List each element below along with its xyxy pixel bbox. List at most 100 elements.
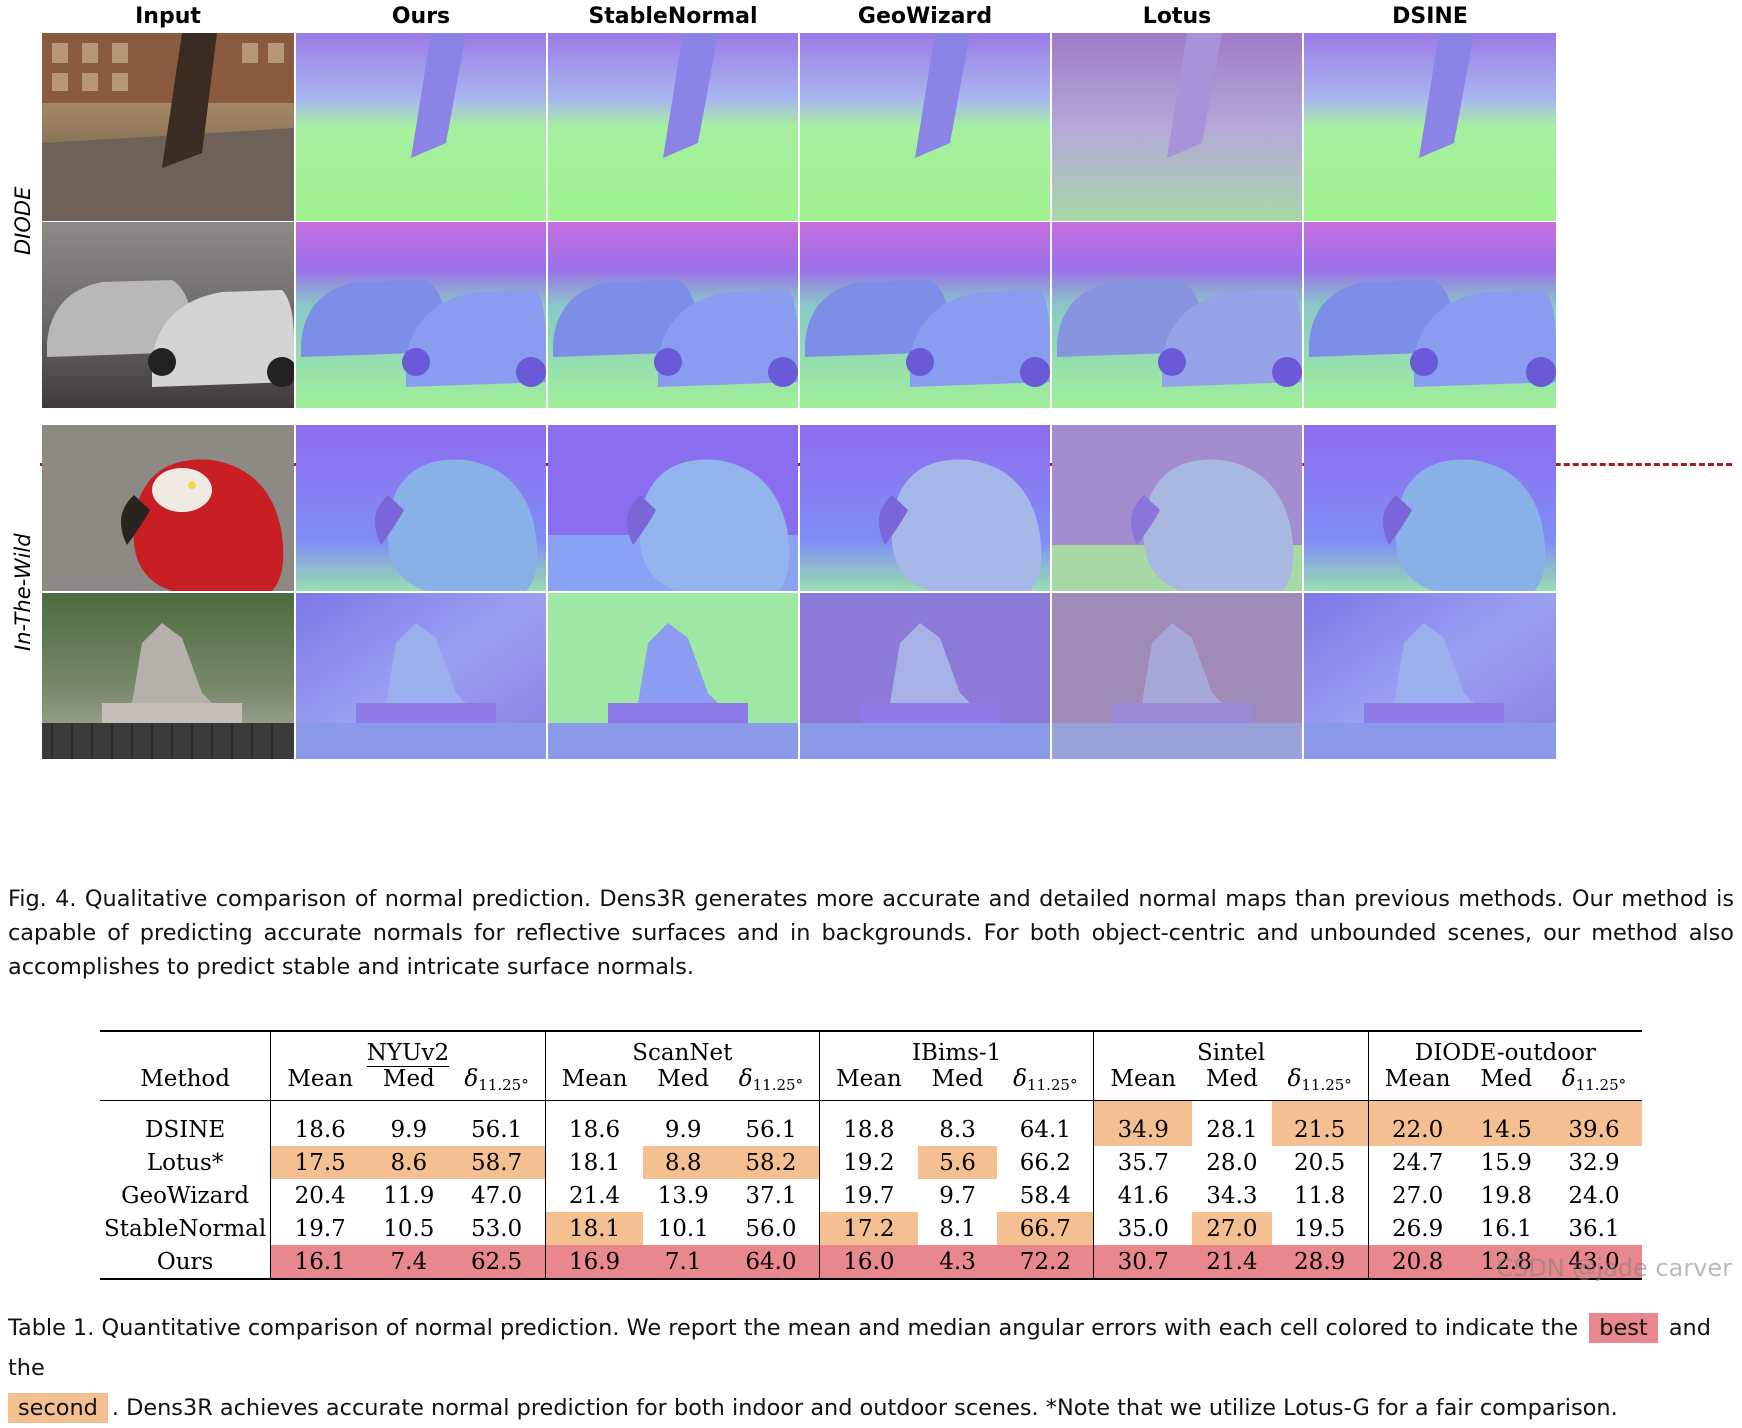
metric-med: Med — [643, 1066, 723, 1101]
tile-dsine-parrot — [1304, 425, 1556, 591]
metric-mean: Mean — [818, 1066, 918, 1101]
table-caption-text-3: . Dens3R achieves accurate normal predic… — [111, 1395, 1618, 1421]
value-cell: 16.1 — [1480, 1215, 1532, 1242]
group-header-sintel: Sintel — [1196, 1040, 1266, 1066]
metric-med: Med — [1466, 1066, 1546, 1101]
column-header-input: Input — [135, 4, 201, 29]
value-cell: 28.9 — [1271, 1245, 1369, 1280]
tile-geowizard-parking — [800, 222, 1050, 408]
value-cell: 30.7 — [1093, 1245, 1193, 1280]
metric-mean: Mean — [270, 1066, 370, 1101]
value-cell: 19.8 — [1480, 1182, 1532, 1209]
tile-stablenormal-statue — [548, 593, 798, 759]
metric-med: Med — [369, 1066, 449, 1101]
value-cell: 8.1 — [939, 1215, 976, 1242]
tile-geowizard-parrot — [800, 425, 1050, 591]
value-cell: 9.9 — [664, 1116, 702, 1143]
metric-mean: Mean — [1367, 1066, 1467, 1101]
value-cell: 17.2 — [818, 1212, 918, 1245]
value-cell: 4.3 — [917, 1245, 998, 1280]
figure-caption: Fig. 4. Qualitative comparison of normal… — [8, 886, 1734, 980]
value-cell: 21.4 — [1192, 1245, 1272, 1280]
tile-ours-campus — [296, 33, 546, 221]
group-header-scannet: ScanNet — [632, 1040, 733, 1066]
value-cell: 10.1 — [657, 1215, 709, 1242]
value-cell: 58.2 — [722, 1146, 820, 1179]
value-cell: 27.0 — [1192, 1212, 1272, 1245]
tile-lotus-statue — [1052, 593, 1302, 759]
value-cell: 66.7 — [997, 1212, 1094, 1245]
value-cell: 15.9 — [1480, 1149, 1532, 1176]
method-header: Method — [100, 1066, 271, 1101]
table-row: GeoWizard 20.4 11.9 47.0 21.4 13.9 37.1 19.7 9.7… — [100, 1179, 1642, 1212]
value-cell: 17.5 — [270, 1146, 370, 1179]
table-row: DSINE 18.6 9.9 56.1 18.6 9.9 56.1 18.8 8.3 64.1 34… — [100, 1100, 1642, 1146]
value-cell: 13.9 — [657, 1182, 709, 1209]
value-cell: 9.7 — [939, 1182, 976, 1209]
value-cell: 27.0 — [1367, 1179, 1467, 1212]
row-label-diode: DIODE — [11, 186, 35, 256]
value-cell: 72.2 — [997, 1245, 1094, 1280]
metric-mean: Mean — [1093, 1066, 1193, 1101]
value-cell: 43.0 — [1545, 1245, 1642, 1280]
tile-input-campus — [42, 33, 294, 221]
value-cell: 21.5 — [1271, 1100, 1369, 1146]
value-cell: 18.1 — [544, 1146, 644, 1179]
column-header-stablenormal: StableNormal — [588, 4, 758, 29]
value-cell: 18.6 — [270, 1100, 370, 1146]
value-cell: 16.0 — [818, 1245, 918, 1280]
value-cell: 21.4 — [544, 1179, 644, 1212]
tile-ours-parking — [296, 222, 546, 408]
tile-lotus-parrot — [1052, 425, 1302, 591]
value-cell: 34.9 — [1093, 1100, 1193, 1146]
results-table: NYUv2 ScanNet IBims-1 Sintel DIODE-outdo… — [100, 1030, 1642, 1280]
column-header-dsine: DSINE — [1392, 4, 1468, 29]
method-cell: Ours — [100, 1245, 271, 1280]
value-cell: 19.7 — [270, 1212, 370, 1245]
table-row: StableNormal 19.7 10.5 53.0 18.1 10.1 56.0 17.2… — [100, 1212, 1642, 1245]
group-header-diode-outdoor: DIODE-outdoor — [1414, 1040, 1596, 1066]
value-cell: 11.9 — [383, 1182, 435, 1209]
value-cell: 56.0 — [745, 1215, 797, 1242]
table-row: Lotus* 17.5 8.6 58.7 18.1 8.8 58.2 19.2 5.6 66.2 3… — [100, 1146, 1642, 1179]
tile-dsine-parking — [1304, 222, 1556, 408]
tile-dsine-statue — [1304, 593, 1556, 759]
value-cell: 16.9 — [544, 1245, 644, 1280]
value-cell: 47.0 — [470, 1182, 523, 1209]
value-cell: 7.4 — [369, 1245, 449, 1280]
value-cell: 19.7 — [818, 1179, 918, 1212]
tile-lotus-campus — [1052, 33, 1302, 221]
value-cell: 28.0 — [1206, 1149, 1258, 1176]
value-cell: 58.7 — [448, 1146, 546, 1179]
results-table-wrap: NYUv2 ScanNet IBims-1 Sintel DIODE-outdo… — [100, 1030, 1642, 1280]
tile-stablenormal-campus — [548, 33, 798, 221]
metric-delta: δ11.25° — [1545, 1066, 1642, 1101]
value-cell: 14.5 — [1466, 1100, 1546, 1146]
value-cell: 8.3 — [939, 1116, 976, 1143]
value-cell: 34.3 — [1206, 1182, 1258, 1209]
tile-dsine-campus — [1304, 33, 1556, 221]
metric-delta: δ11.25° — [722, 1066, 820, 1101]
tile-input-statue — [42, 593, 294, 759]
tile-stablenormal-parrot — [548, 425, 798, 591]
tile-lotus-parking — [1052, 222, 1302, 408]
column-header-lotus: Lotus — [1142, 4, 1212, 29]
value-cell: 36.1 — [1568, 1215, 1620, 1242]
value-cell: 19.2 — [818, 1146, 918, 1179]
value-cell: 20.4 — [270, 1179, 370, 1212]
value-cell: 41.6 — [1093, 1179, 1193, 1212]
value-cell: 62.5 — [448, 1245, 546, 1280]
tile-geowizard-statue — [800, 593, 1050, 759]
value-cell: 10.5 — [383, 1215, 435, 1242]
table-caption: Table 1. Quantitative comparison of norm… — [8, 1308, 1734, 1428]
value-cell: 18.8 — [818, 1100, 918, 1146]
method-cell: Lotus* — [146, 1149, 224, 1176]
value-cell: 12.8 — [1466, 1245, 1546, 1280]
value-cell: 8.6 — [369, 1146, 449, 1179]
value-cell: 37.1 — [745, 1182, 797, 1209]
value-cell: 24.7 — [1367, 1146, 1467, 1179]
method-cell: GeoWizard — [121, 1182, 250, 1209]
method-cell: DSINE — [145, 1116, 226, 1143]
value-cell: 18.6 — [544, 1100, 644, 1146]
method-header-spacer — [100, 1030, 271, 1066]
